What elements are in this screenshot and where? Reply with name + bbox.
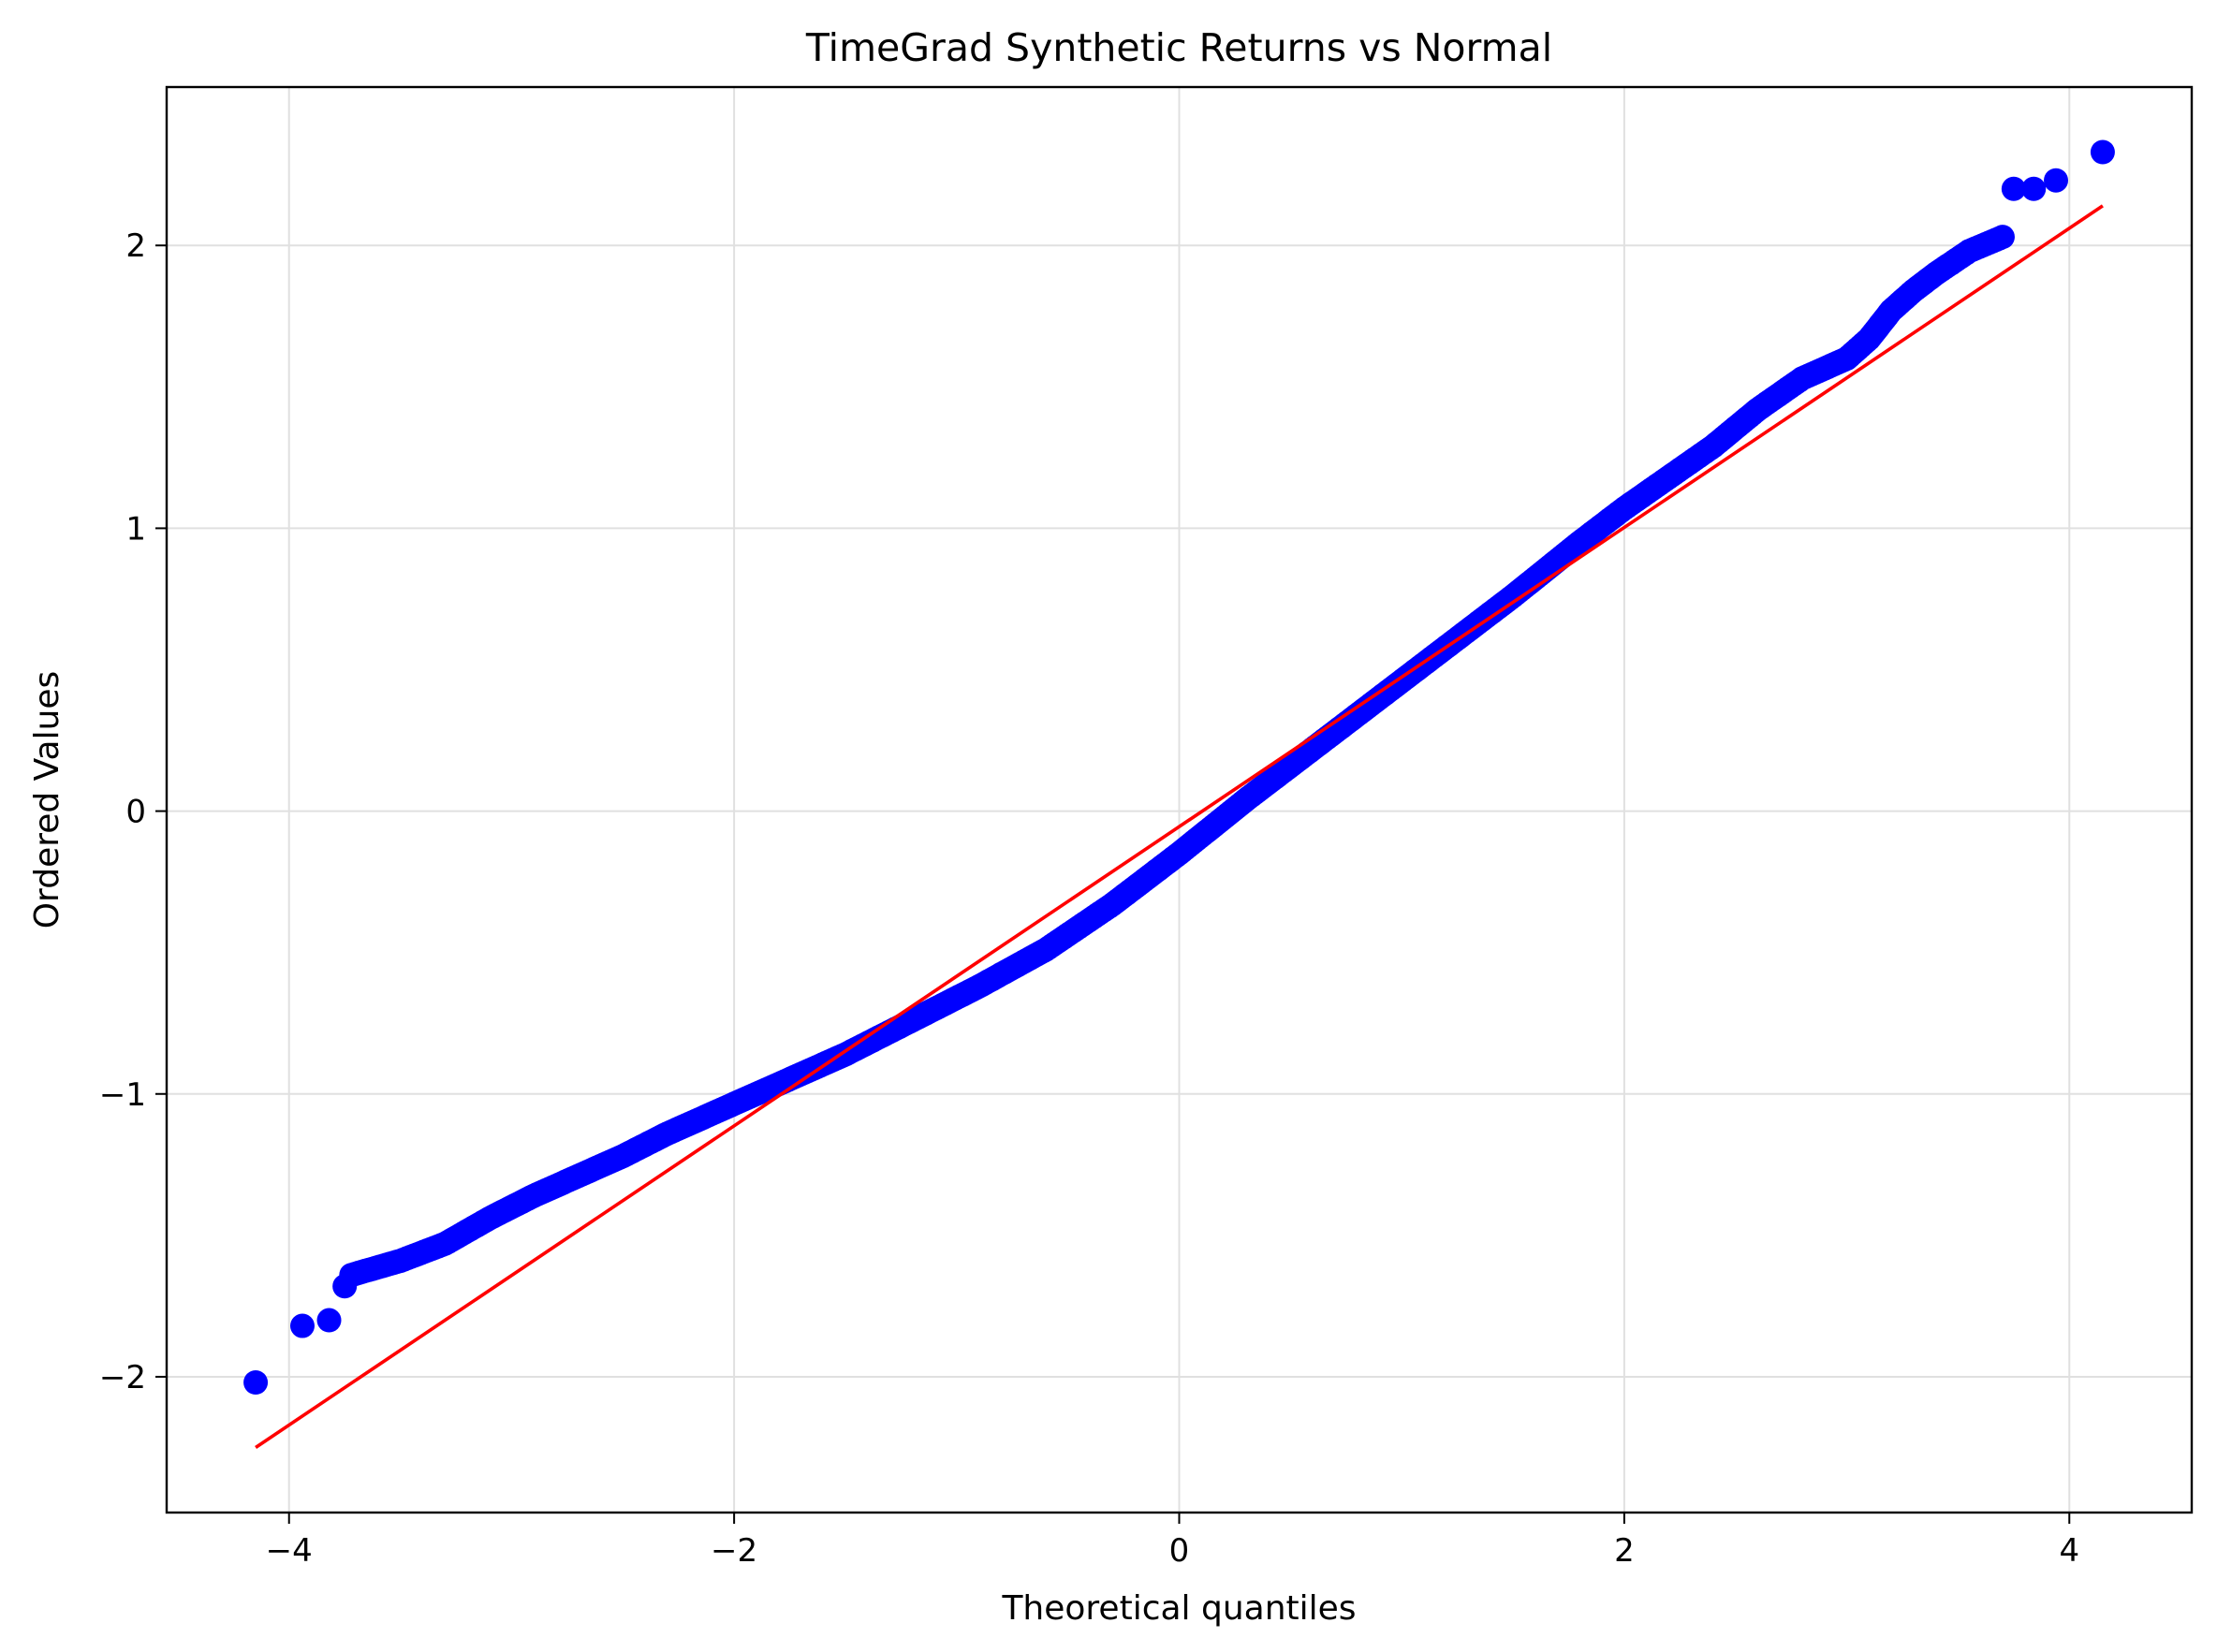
data-point xyxy=(1989,225,2015,250)
data-point xyxy=(2001,176,2026,201)
x-tick-label: −2 xyxy=(711,1532,757,1570)
data-point xyxy=(2044,168,2069,193)
y-tick-label: −2 xyxy=(99,1359,146,1396)
x-tick-label: 0 xyxy=(1169,1532,1190,1570)
y-tick-label: 2 xyxy=(125,227,146,265)
x-tick-label: 2 xyxy=(1614,1532,1635,1570)
data-point xyxy=(289,1313,315,1338)
data-point xyxy=(332,1274,358,1299)
fit-line xyxy=(255,204,2104,1449)
fit-line-layer xyxy=(255,204,2104,1449)
chart-title: TimeGrad Synthetic Returns vs Normal xyxy=(805,25,1552,70)
data-points xyxy=(243,139,2115,1395)
grid xyxy=(167,87,2192,1513)
y-tick-label: 0 xyxy=(125,794,146,831)
y-tick-label: 1 xyxy=(125,510,146,548)
y-axis-label: Ordered Values xyxy=(28,671,66,929)
data-point xyxy=(2021,176,2047,201)
x-tick-label: 4 xyxy=(2059,1532,2079,1570)
data-point xyxy=(2090,139,2115,165)
x-axis-ticks: −4 −2 0 2 4 xyxy=(266,1513,2079,1570)
x-tick-label: −4 xyxy=(266,1532,313,1570)
y-tick-label: −1 xyxy=(99,1076,146,1114)
y-axis-ticks: −2 −1 0 1 2 xyxy=(99,227,167,1396)
x-axis-label: Theoretical quantiles xyxy=(1001,1589,1356,1628)
data-point xyxy=(243,1369,269,1395)
data-point xyxy=(316,1308,342,1333)
